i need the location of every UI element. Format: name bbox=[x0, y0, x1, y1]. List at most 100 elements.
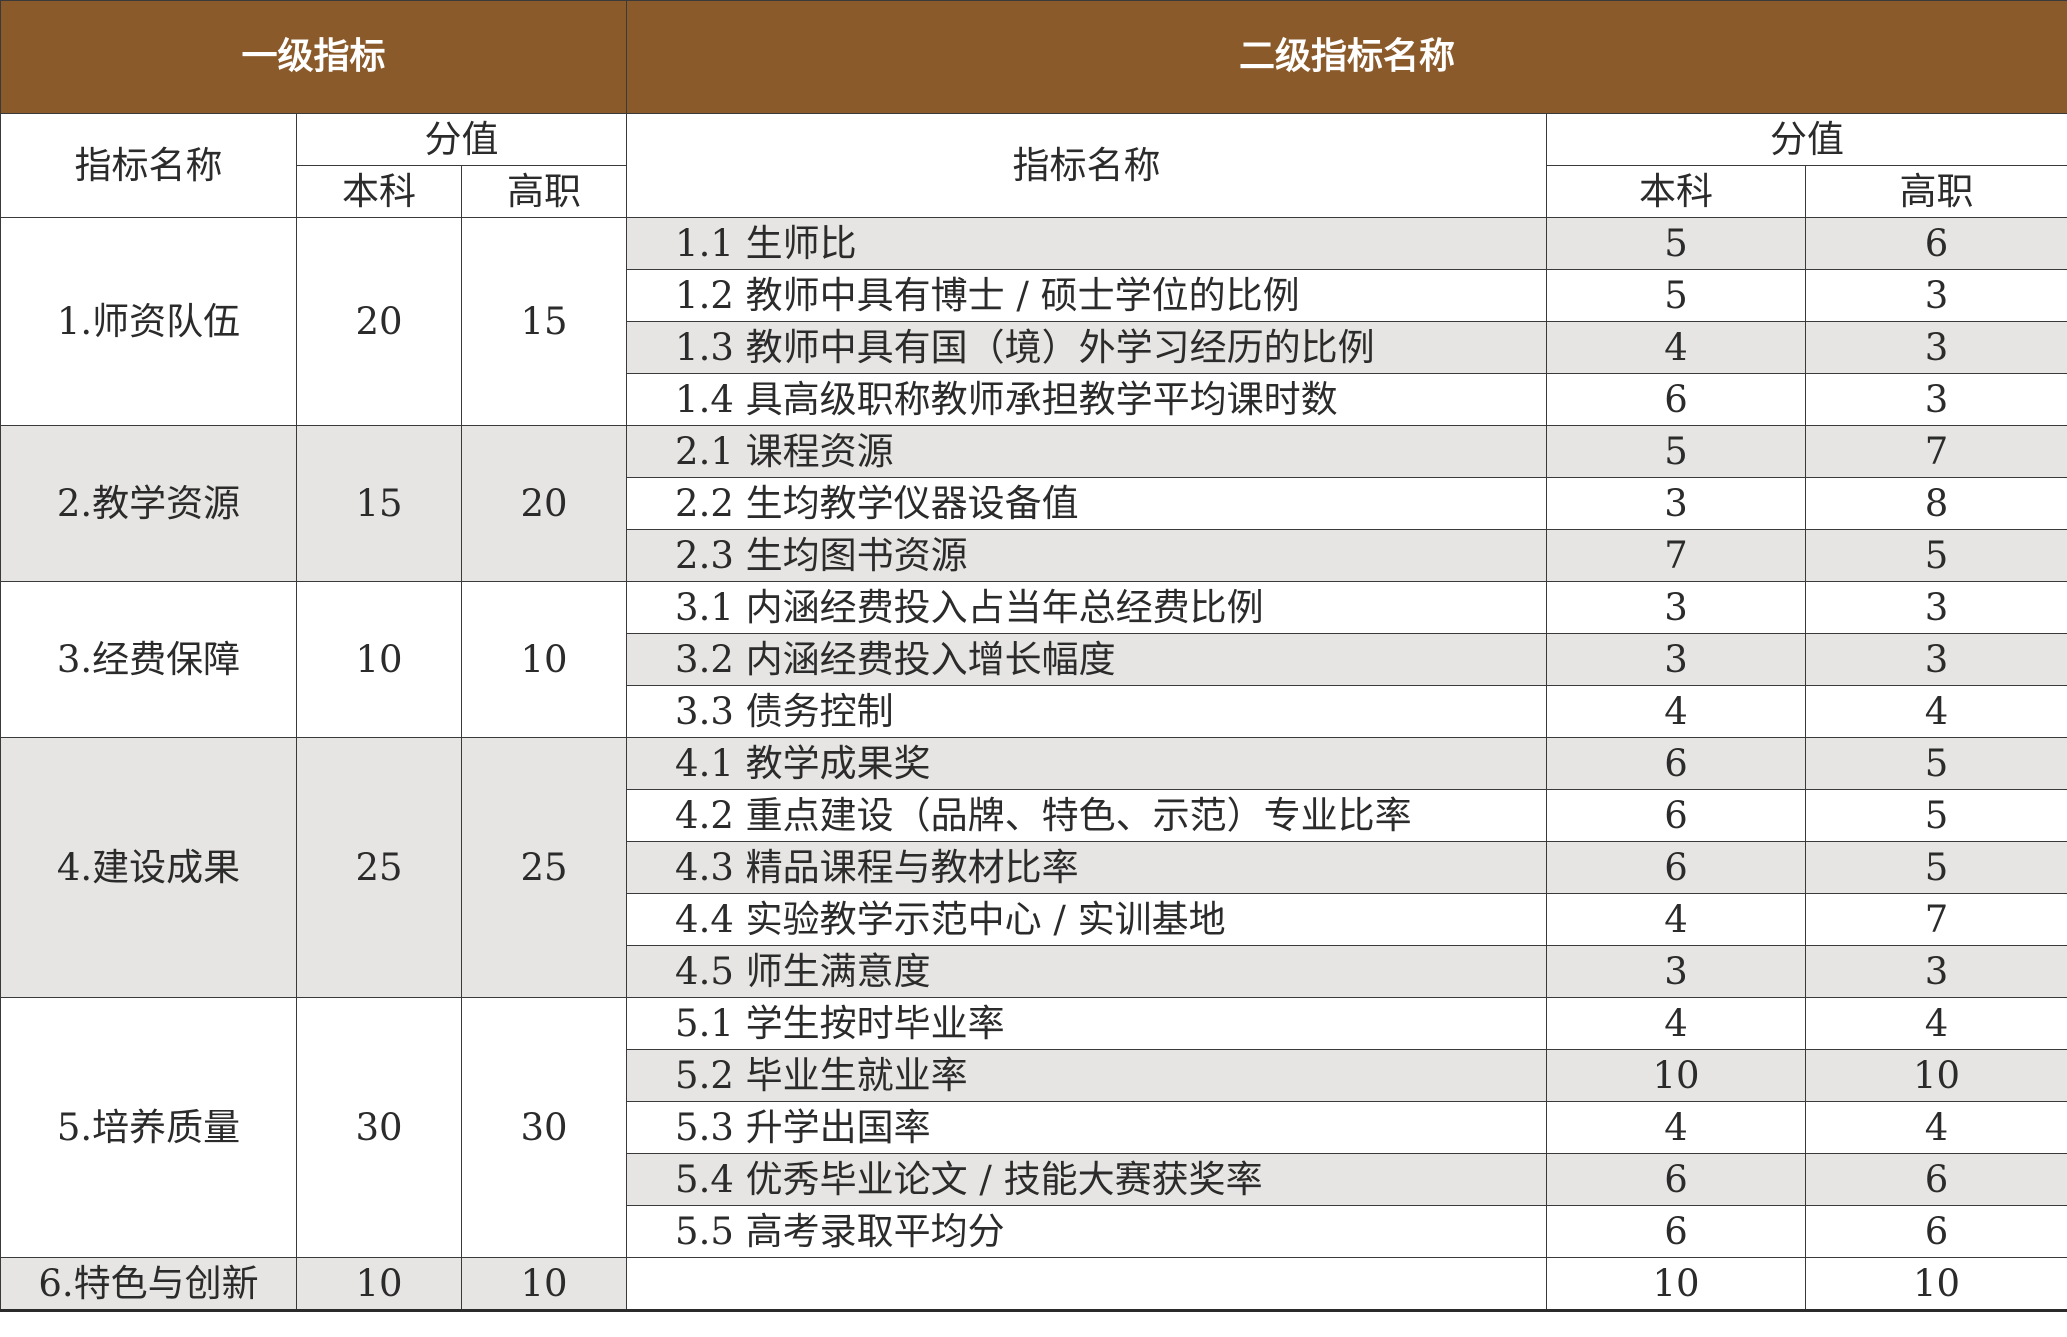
level1-vocational-cell: 25 bbox=[460, 737, 628, 998]
table-row: 5.培养质量 30 30 5.1 学生按时毕业率 4 4 bbox=[0, 997, 2067, 1258]
level2-undergrad-cell: 10 bbox=[1546, 1257, 1807, 1312]
level2-vocational-cell: 5 bbox=[1805, 789, 2067, 842]
header-row: 一级指标 二级指标名称 bbox=[0, 0, 2067, 114]
level2-undergrad-cell: 4 bbox=[1546, 321, 1807, 374]
level2-vocational-cell: 6 bbox=[1805, 1205, 2067, 1258]
level2-name-cell: 3.2 内涵经费投入增长幅度 bbox=[626, 633, 1548, 686]
table-row: 5.3 升学出国率 4 4 bbox=[1, 1101, 2067, 1154]
level1-header: 一级指标 bbox=[0, 0, 628, 114]
level2-undergrad-cell: 5 bbox=[1546, 217, 1807, 270]
level1-vocational-header: 高职 bbox=[460, 165, 628, 218]
level2-name-cell: 5.5 高考录取平均分 bbox=[626, 1205, 1548, 1258]
subheader-row-1: 指标名称 分值 指标名称 分值 bbox=[0, 113, 2067, 218]
level1-undergrad-cell: 30 bbox=[296, 997, 462, 1258]
level1-undergrad-cell: 10 bbox=[296, 1257, 462, 1312]
level2-vocational-cell: 4 bbox=[1805, 685, 2067, 738]
level2-vocational-cell: 4 bbox=[1805, 997, 2067, 1050]
level2-name-cell: 3.1 内涵经费投入占当年总经费比例 bbox=[626, 581, 1548, 634]
level1-name-cell: 5.培养质量 bbox=[0, 997, 297, 1258]
table-row: 2.2 生均教学仪器设备值 3 8 bbox=[1, 477, 2067, 530]
level2-vocational-cell: 3 bbox=[1805, 373, 2067, 426]
level2-header: 二级指标名称 bbox=[626, 0, 2067, 114]
level2-name-cell: 5.3 升学出国率 bbox=[626, 1101, 1548, 1154]
table-row: 2.3 生均图书资源 7 5 bbox=[1, 529, 2067, 582]
level2-vocational-cell: 4 bbox=[1805, 1101, 2067, 1154]
level2-vocational-cell: 5 bbox=[1805, 737, 2067, 790]
level2-vocational-header: 高职 bbox=[1805, 165, 2067, 218]
table-row: 4.5 师生满意度 3 3 bbox=[1, 945, 2067, 998]
table-row: 5.4 优秀毕业论文 / 技能大赛获奖率 6 6 bbox=[1, 1153, 2067, 1206]
level2-vocational-cell: 3 bbox=[1805, 269, 2067, 322]
table-row: 1.3 教师中具有国（境）外学习经历的比例 4 3 bbox=[1, 321, 2067, 374]
level2-undergrad-cell: 6 bbox=[1546, 1153, 1807, 1206]
level2-vocational-cell: 3 bbox=[1805, 945, 2067, 998]
level2-name-header: 指标名称 bbox=[626, 113, 1548, 218]
level2-name-cell: 1.2 教师中具有博士 / 硕士学位的比例 bbox=[626, 269, 1548, 322]
level1-name-cell: 1.师资队伍 bbox=[0, 217, 297, 426]
level2-vocational-cell: 6 bbox=[1805, 1153, 2067, 1206]
level2-vocational-cell: 10 bbox=[1805, 1257, 2067, 1312]
table-row: 3.3 债务控制 4 4 bbox=[1, 685, 2067, 738]
level2-name-cell: 5.4 优秀毕业论文 / 技能大赛获奖率 bbox=[626, 1153, 1548, 1206]
level2-undergrad-header: 本科 bbox=[1546, 165, 1807, 218]
level2-undergrad-cell: 3 bbox=[1546, 945, 1807, 998]
table-row: 1.4 具高级职称教师承担教学平均课时数 6 3 bbox=[1, 373, 2067, 426]
table-row: 2.教学资源 15 20 2.1 课程资源 5 7 bbox=[0, 425, 2067, 582]
level1-vocational-cell: 10 bbox=[460, 581, 628, 738]
level2-undergrad-cell: 6 bbox=[1546, 373, 1807, 426]
level1-undergrad-cell: 10 bbox=[296, 581, 462, 738]
level2-undergrad-cell: 6 bbox=[1546, 1205, 1807, 1258]
level2-name-cell: 4.4 实验教学示范中心 / 实训基地 bbox=[626, 893, 1548, 946]
level2-undergrad-cell: 6 bbox=[1546, 789, 1807, 842]
level2-undergrad-cell: 3 bbox=[1546, 633, 1807, 686]
level1-undergrad-cell: 20 bbox=[296, 217, 462, 426]
level2-name-cell: 5.1 学生按时毕业率 bbox=[626, 997, 1548, 1050]
table-row: 5.5 高考录取平均分 6 6 bbox=[1, 1205, 2067, 1258]
level1-vocational-cell: 10 bbox=[460, 1257, 628, 1312]
level2-vocational-cell: 3 bbox=[1805, 321, 2067, 374]
level2-name-cell: 4.2 重点建设（品牌、特色、示范）专业比率 bbox=[626, 789, 1548, 842]
level2-name-cell: 2.1 课程资源 bbox=[626, 425, 1548, 478]
level2-score-header: 分值 bbox=[1546, 113, 2067, 166]
table-row: 4.4 实验教学示范中心 / 实训基地 4 7 bbox=[1, 893, 2067, 946]
table-row: 3.经费保障 10 10 3.1 内涵经费投入占当年总经费比例 3 3 bbox=[0, 581, 2067, 738]
level2-name-cell: 2.2 生均教学仪器设备值 bbox=[626, 477, 1548, 530]
level1-name-cell: 4.建设成果 bbox=[0, 737, 297, 998]
table-row: 4.建设成果 25 25 4.1 教学成果奖 6 5 bbox=[0, 737, 2067, 998]
level2-name-cell: 1.3 教师中具有国（境）外学习经历的比例 bbox=[626, 321, 1548, 374]
level2-name-cell: 2.3 生均图书资源 bbox=[626, 529, 1548, 582]
level1-undergrad-cell: 25 bbox=[296, 737, 462, 998]
level2-vocational-cell: 7 bbox=[1805, 893, 2067, 946]
level2-name-cell: 3.3 债务控制 bbox=[626, 685, 1548, 738]
level2-name-cell: 4.3 精品课程与教材比率 bbox=[626, 841, 1548, 894]
level2-vocational-cell: 6 bbox=[1805, 217, 2067, 270]
level1-undergrad-cell: 15 bbox=[296, 425, 462, 582]
level2-vocational-cell: 10 bbox=[1805, 1049, 2067, 1102]
level2-name-cell: 1.1 生师比 bbox=[626, 217, 1548, 270]
level2-undergrad-cell: 4 bbox=[1546, 1101, 1807, 1154]
level1-name-cell: 3.经费保障 bbox=[0, 581, 297, 738]
level2-undergrad-cell: 7 bbox=[1546, 529, 1807, 582]
table-row: 4.2 重点建设（品牌、特色、示范）专业比率 6 5 bbox=[1, 789, 2067, 842]
level2-name-cell: 1.4 具高级职称教师承担教学平均课时数 bbox=[626, 373, 1548, 426]
level1-score-header: 分值 bbox=[295, 113, 628, 166]
level2-name-cell bbox=[626, 1257, 1548, 1312]
level2-vocational-cell: 5 bbox=[1805, 529, 2067, 582]
level2-undergrad-cell: 5 bbox=[1546, 425, 1807, 478]
table-row: 1.师资队伍 20 15 1.1 生师比 5 6 bbox=[0, 217, 2067, 426]
level2-undergrad-cell: 3 bbox=[1546, 477, 1807, 530]
level2-name-cell: 5.2 毕业生就业率 bbox=[626, 1049, 1548, 1102]
level2-vocational-cell: 3 bbox=[1805, 581, 2067, 634]
level2-undergrad-cell: 10 bbox=[1546, 1049, 1807, 1102]
level2-name-cell: 4.1 教学成果奖 bbox=[626, 737, 1548, 790]
level1-vocational-cell: 15 bbox=[460, 217, 628, 426]
level2-vocational-cell: 5 bbox=[1805, 841, 2067, 894]
level2-name-cell: 4.5 师生满意度 bbox=[626, 945, 1548, 998]
level2-undergrad-cell: 3 bbox=[1546, 581, 1807, 634]
level2-undergrad-cell: 4 bbox=[1546, 685, 1807, 738]
level1-vocational-cell: 20 bbox=[460, 425, 628, 582]
level2-undergrad-cell: 4 bbox=[1546, 893, 1807, 946]
level1-name-cell: 6.特色与创新 bbox=[0, 1257, 297, 1312]
level2-vocational-cell: 7 bbox=[1805, 425, 2067, 478]
